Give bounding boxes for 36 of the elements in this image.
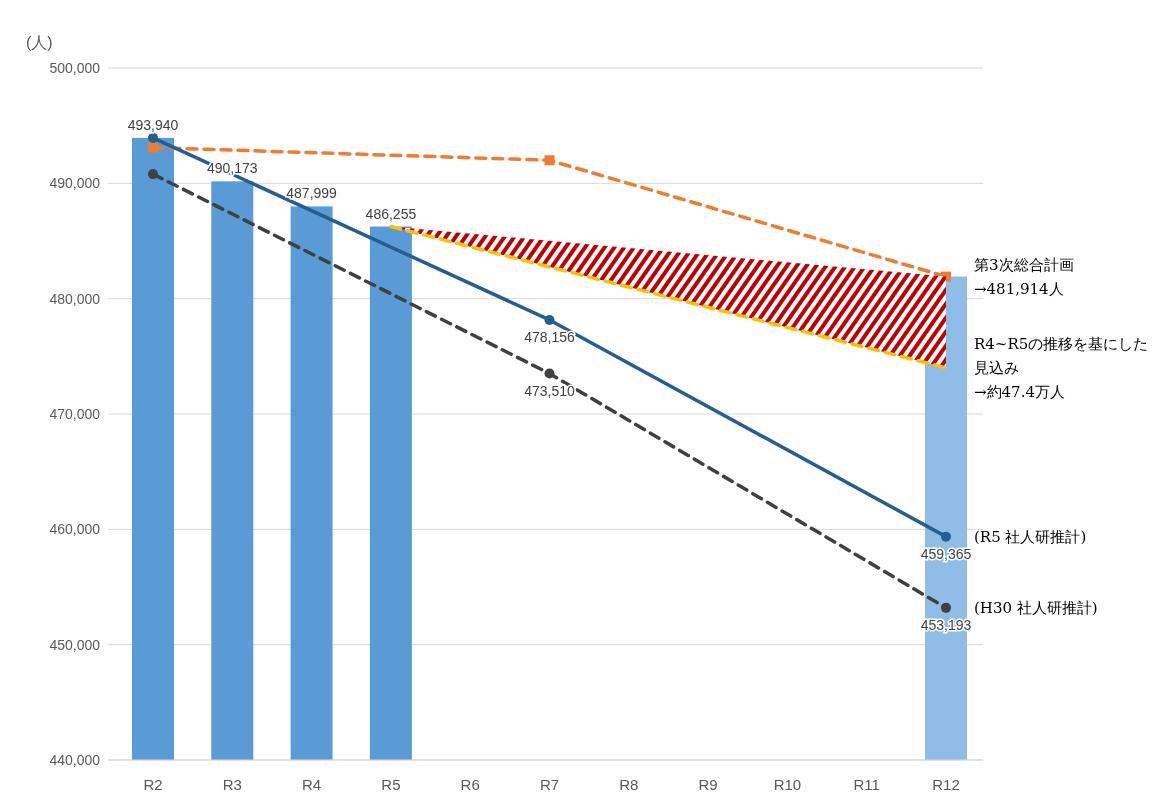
point: [544, 314, 555, 325]
data-label: 487,999: [286, 185, 338, 202]
x-tick-label: R11: [853, 776, 880, 793]
y-tick-label: 440,000: [49, 752, 101, 768]
y-tick-label: 480,000: [49, 290, 101, 307]
y-tick-label: 490,000: [49, 175, 101, 192]
data-label: 473,510: [524, 382, 576, 399]
y-tick-label: 500,000: [49, 60, 101, 76]
point: [544, 368, 555, 379]
series-label: (H30 社人研推計): [974, 597, 1098, 619]
x-tick-label: R9: [698, 776, 718, 793]
series-label: 第3次総合計画 →481,914人: [974, 254, 1074, 300]
x-tick-label: R10: [773, 776, 802, 793]
x-tick-label: R5: [381, 776, 401, 793]
series-label: (R5 社人研推計): [974, 526, 1087, 548]
series-label: R4~R5の推移を基にした見込み →約47.4万人: [974, 333, 1150, 403]
x-tick-label: R2: [143, 776, 163, 793]
x-tick-label: R12: [932, 776, 960, 793]
x-tick-label: R8: [619, 776, 639, 793]
point: [941, 602, 951, 613]
point: [148, 169, 158, 180]
data-label: 486,255: [365, 205, 417, 222]
x-tick-label: R6: [460, 776, 480, 793]
y-tick-label: 460,000: [49, 521, 101, 538]
data-label: 478,156: [524, 328, 576, 345]
x-tick-label: R7: [539, 776, 560, 793]
x-tick-label: R3: [222, 776, 242, 793]
point: [941, 531, 951, 542]
x-tick-label: R4: [302, 776, 322, 793]
data-label: 493,940: [127, 116, 179, 133]
y-axis-title: (人): [26, 34, 53, 51]
y-tick-label: 450,000: [49, 636, 101, 653]
point: [148, 142, 158, 153]
point: [148, 132, 158, 143]
point: [544, 155, 555, 166]
y-tick-label: 470,000: [49, 406, 101, 422]
